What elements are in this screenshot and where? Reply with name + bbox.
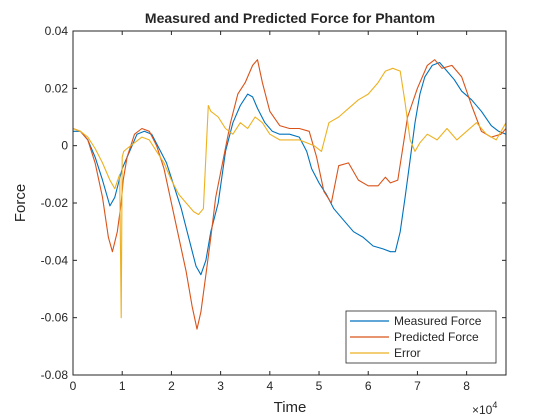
y-tick-label: -0.02: [41, 196, 69, 210]
legend-label-predicted: Predicted Force: [394, 330, 479, 344]
x-tick-label: 4: [266, 379, 273, 393]
x-tick-label: 5: [316, 379, 323, 393]
y-tick-label: -0.06: [41, 311, 69, 325]
legend-label-error: Error: [394, 346, 421, 360]
y-axis-label: Force: [12, 184, 29, 222]
x-exponent-power: 4: [492, 400, 497, 410]
legend-label-measured: Measured Force: [394, 314, 482, 328]
y-tick-label: 0.04: [45, 24, 69, 38]
x-tick-label: 2: [168, 379, 175, 393]
x-tick-label: 6: [365, 379, 372, 393]
x-axis-label: Time: [274, 399, 307, 416]
y-tick-label: 0: [61, 139, 68, 153]
x-tick-label: 3: [217, 379, 224, 393]
y-tick-label: -0.04: [41, 253, 69, 267]
x-tick-label: 1: [119, 379, 126, 393]
chart-title: Measured and Predicted Force for Phantom: [145, 10, 435, 26]
x-tick-label: 8: [463, 379, 470, 393]
y-tick-label: -0.08: [41, 368, 69, 382]
x-tick-label: 7: [414, 379, 421, 393]
x-exponent-base: ×10: [472, 403, 493, 417]
legend: Measured Force Predicted Force Error: [346, 311, 496, 363]
y-tick-label: 0.02: [45, 81, 69, 95]
x-tick-label: 0: [70, 379, 77, 393]
